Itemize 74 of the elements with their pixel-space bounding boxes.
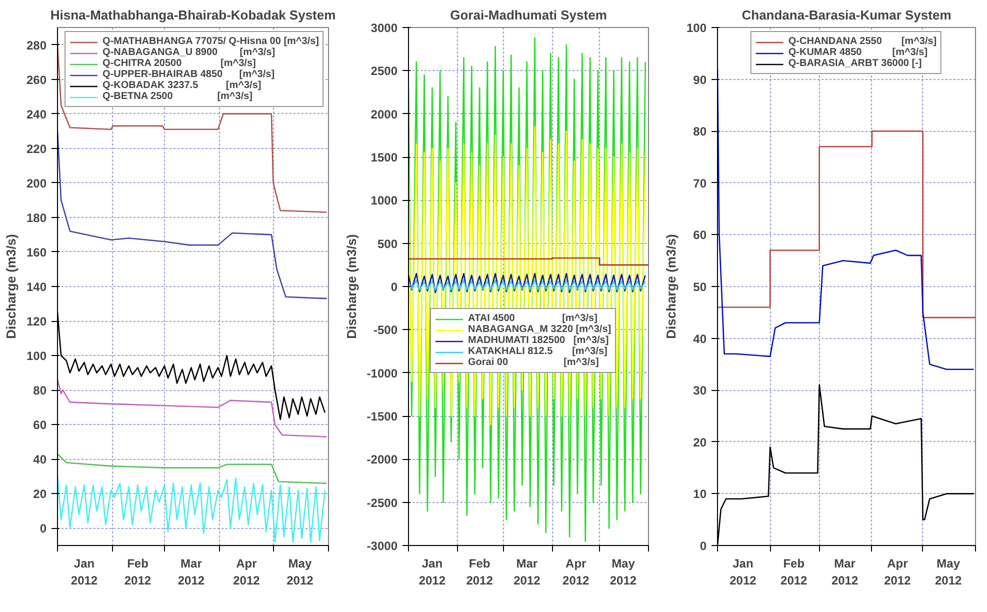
x-tick-label: Apr 2012 [562, 556, 590, 588]
y-tick-label: 0 [390, 280, 398, 294]
x-tick-label: Mar 2012 [514, 556, 541, 588]
x-tick-label: Mar 2012 [831, 556, 858, 588]
y-tick-label: 30 [693, 384, 707, 398]
y-tick-label: 240 [26, 107, 47, 122]
y-tick-label: 2000 [370, 107, 398, 122]
x-tick-label: May 2012 [286, 556, 314, 588]
y-tick-label: -3000 [366, 539, 398, 553]
y-tick-label: -2500 [366, 496, 398, 510]
y-tick-label: 60 [693, 228, 707, 242]
x-tick-label: May 2012 [934, 556, 962, 588]
legend-label: ATAI 4500 [m^3/s] [468, 313, 598, 324]
x-tick-label: Mar 2012 [178, 556, 205, 588]
y-tick-label: 10 [693, 487, 707, 502]
y-axis-title: Discharge (m3/s) [344, 234, 359, 339]
legend-label: KATAKHALI 812.5 [m^3/s] [468, 346, 608, 357]
y-tick-label: 60 [33, 418, 47, 432]
x-tick-label: Jan 2012 [70, 556, 98, 588]
y-tick-label: 120 [26, 314, 47, 329]
x-tick-label: May 2012 [610, 556, 637, 588]
y-tick-label: 70 [693, 176, 707, 190]
legend-label: Q-CHITRA 20500 [m^3/s] [102, 58, 256, 69]
y-tick-label: 20 [693, 435, 707, 450]
y-tick-label: 20 [33, 487, 47, 502]
y-tick-label: 2500 [370, 64, 398, 78]
y-tick-label: 100 [26, 349, 47, 364]
x-tick-label: Feb 2012 [780, 556, 808, 588]
x-tick-label: Feb 2012 [466, 556, 494, 588]
y-tick-label: -1000 [366, 366, 398, 380]
y-tick-label: 220 [26, 142, 47, 156]
chart-title: Gorai-Madhumati System [450, 8, 607, 22]
legend-label: Q-NABAGANGA_U 8900 [m^3/s] [102, 47, 276, 58]
legend-label: Q-MATHABHANGA 77075/ Q-Hisna 00 [m^3/s] [102, 36, 319, 47]
y-tick-label: 280 [26, 38, 47, 52]
legend-label: Q-CHANDANA 2550 [m^3/s] [788, 36, 937, 47]
y-tick-label: 0 [700, 539, 707, 553]
y-axis-title: Discharge (m3/s) [663, 234, 678, 339]
y-tick-label: 0 [40, 522, 47, 536]
y-tick-label: -1500 [366, 410, 398, 424]
y-tick-label: 200 [26, 176, 47, 190]
y-tick-label: -500 [373, 323, 398, 338]
y-tick-label: 100 [686, 21, 707, 35]
y-tick-label: 80 [693, 124, 707, 139]
y-tick-label: 180 [26, 210, 47, 225]
x-tick-label: Jan 2012 [418, 556, 446, 588]
legend-label: Q-UPPER-BHAIRAB 4850 [m^3/s] [102, 69, 275, 80]
y-tick-label: 1500 [370, 150, 398, 164]
y-tick-label: 40 [693, 332, 707, 346]
y-axis-title: Discharge (m3/s) [3, 234, 18, 339]
chart-title: Chandana-Barasia-Kumar System [742, 8, 952, 22]
legend-label: Q-KOBADAK 3237.5 [m^3/s] [102, 80, 262, 91]
legend-label: NABAGANGA_M 3220 [m^3/s] [468, 324, 612, 335]
y-tick-label: 160 [26, 245, 47, 260]
legend-label: MADHUMATI 182500 [m^3/s] [468, 335, 609, 346]
y-tick-label: 50 [693, 280, 707, 294]
y-tick-label: 80 [33, 384, 47, 398]
y-tick-label: 500 [377, 236, 398, 251]
y-tick-label: 90 [693, 72, 707, 87]
legend-label: Gorai 00 [m^3/s] [468, 357, 599, 368]
legend-label: Q-KUMAR 4850 [m^3/s] [788, 47, 928, 58]
x-tick-label: Apr 2012 [233, 556, 260, 588]
x-tick-label: Feb 2012 [124, 556, 152, 588]
y-tick-label: 40 [33, 452, 47, 467]
y-tick-label: 3000 [370, 21, 398, 35]
y-tick-label: 1000 [370, 194, 398, 208]
y-tick-label: 260 [26, 72, 47, 87]
legend-label: Q-BARASIA_ARBT 36000 [-] [788, 58, 922, 69]
legend-label: Q-BETNA 2500 [m^3/s] [102, 91, 252, 102]
x-tick-label: Apr 2012 [884, 556, 912, 588]
y-tick-label: 140 [26, 280, 47, 294]
y-tick-label: -2000 [366, 452, 398, 467]
chart-title: Hisna-Mathabhanga-Bhairab-Kobadak System [50, 8, 336, 22]
x-tick-label: Jan 2012 [730, 556, 757, 588]
